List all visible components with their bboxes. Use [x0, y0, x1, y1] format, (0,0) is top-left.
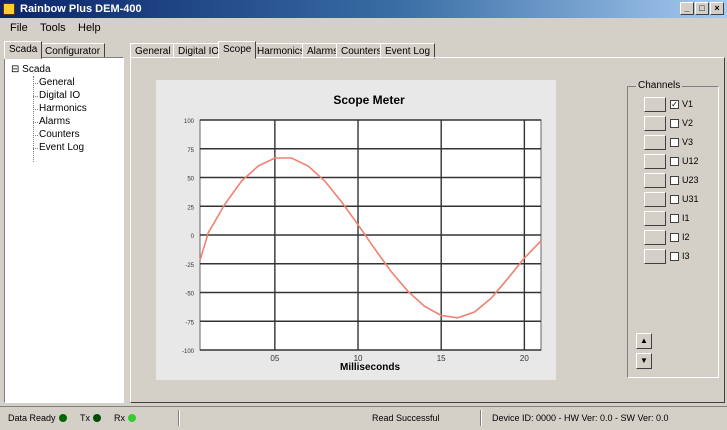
channel-color-button[interactable]	[644, 154, 666, 169]
tree-connector	[33, 76, 34, 162]
data-ready-label: Data Ready	[8, 413, 56, 423]
y-tick-label: 0	[191, 234, 195, 240]
chart-title: Scope Meter	[333, 93, 405, 107]
tree-root-label: Scada	[22, 64, 51, 75]
channel-color-button[interactable]	[644, 173, 666, 188]
x-tick-label: 20	[520, 354, 529, 363]
channel-color-button[interactable]	[644, 249, 666, 264]
tree-item-counters[interactable]: Counters	[33, 129, 80, 140]
scope-tab-body	[130, 57, 725, 403]
rx-led-icon	[128, 414, 136, 422]
status-separator	[480, 410, 482, 426]
channel-checkbox[interactable]	[670, 119, 679, 128]
menu-tools[interactable]: Tools	[40, 22, 66, 34]
status-separator	[178, 410, 180, 426]
channel-label: I1	[682, 213, 690, 223]
y-tick-label: -75	[185, 320, 194, 326]
tree-item-alarms[interactable]: Alarms	[32, 116, 71, 127]
channel-label: U31	[682, 194, 699, 204]
y-tick-label: 100	[184, 119, 195, 125]
menu-help[interactable]: Help	[78, 22, 101, 34]
menu-file[interactable]: File	[10, 22, 28, 34]
tree-root-item[interactable]: ⊟ Scada	[11, 64, 51, 75]
channel-checkbox[interactable]	[670, 214, 679, 223]
channel-color-button[interactable]	[644, 135, 666, 150]
channel-label: V3	[682, 137, 694, 147]
channels-title: Channels	[636, 80, 683, 91]
channel-color-button[interactable]	[644, 211, 666, 226]
channel-color-button[interactable]	[644, 230, 666, 245]
tab-scada[interactable]: Scada	[4, 41, 43, 59]
x-tick-label: 10	[354, 354, 363, 363]
navigation-tree: ⊟ Scada General Digital IO Harmonics Ala…	[4, 57, 124, 403]
scope-chart: Scope Meter 100 75 50 25 0 -25 -50 -75 -100 05 10…	[182, 93, 597, 373]
channel-color-button[interactable]	[644, 192, 666, 207]
rx-label: Rx	[114, 413, 125, 423]
y-tick-label: -25	[185, 263, 194, 269]
scope-chart-area: Scope Meter 100 75 50 25 0 -25 -50 -75 -100 05 10…	[156, 80, 597, 380]
y-tick-label: -50	[185, 292, 194, 298]
menu-bar: File Tools Help	[0, 19, 727, 37]
channel-label: U12	[682, 156, 699, 166]
main-panel: General Digital IO Scope Harmonics Alarm…	[130, 41, 725, 403]
status-tx: Tx	[80, 413, 101, 423]
status-data-ready: Data Ready	[8, 413, 67, 423]
tab-scope[interactable]: Scope	[218, 41, 257, 59]
status-message: Read Successful	[372, 413, 440, 423]
y-tick-label: 75	[187, 148, 194, 154]
title-bar: Rainbow Plus DEM-400 _ □ ×	[0, 0, 727, 18]
data-ready-led-icon	[58, 414, 67, 422]
channels-group: Channels ✓ V1 V2 V3 U12 U23 U31 I1 I2 I3 ▲ ▼	[627, 80, 719, 378]
x-tick-label: 15	[437, 354, 446, 363]
channel-color-button[interactable]	[644, 97, 666, 112]
channel-label: I3	[682, 251, 690, 261]
left-panel: Scada Configurator ⊟ Scada General Digit…	[4, 41, 124, 403]
tree-item-event-log[interactable]: Event Log	[32, 142, 85, 153]
channel-checkbox[interactable]	[670, 233, 679, 242]
channel-label: V2	[682, 118, 694, 128]
window-title: Rainbow Plus DEM-400	[20, 3, 142, 15]
x-axis-label: Milliseconds	[340, 362, 400, 373]
scroll-up-button[interactable]: ▲	[636, 333, 652, 349]
scroll-down-button[interactable]: ▼	[636, 353, 652, 369]
y-tick-label: 25	[187, 205, 194, 211]
maximize-button[interactable]: □	[695, 2, 709, 15]
channel-label: U23	[682, 175, 699, 185]
up-arrow-icon: ▲	[640, 336, 648, 345]
channel-checkbox[interactable]	[670, 138, 679, 147]
app-icon	[3, 3, 15, 15]
minimize-button[interactable]: _	[680, 2, 694, 15]
tree-item-harmonics[interactable]: Harmonics	[33, 103, 87, 114]
channel-checkbox[interactable]	[670, 176, 679, 185]
channel-label: V1	[682, 99, 694, 109]
tree-item-general[interactable]: General	[33, 77, 75, 88]
channel-color-button[interactable]	[644, 116, 666, 131]
y-tick-label: -100	[182, 349, 195, 355]
tab-event-log[interactable]: Event Log	[380, 43, 436, 59]
channel-label: I2	[682, 232, 690, 242]
x-tick-label: 05	[270, 354, 279, 363]
channel-checkbox[interactable]: ✓	[670, 100, 679, 109]
status-rx: Rx	[114, 413, 136, 423]
tree-item-digital-io[interactable]: Digital IO	[32, 90, 81, 101]
tx-label: Tx	[80, 413, 90, 423]
status-bar: Data Ready Tx Rx Read Successful Device …	[0, 406, 727, 430]
down-arrow-icon: ▼	[640, 356, 648, 365]
tx-led-icon	[93, 414, 101, 422]
close-button[interactable]: ×	[710, 2, 724, 15]
channel-checkbox[interactable]	[670, 157, 679, 166]
status-device-info: Device ID: 0000 - HW Ver: 0.0 - SW Ver: …	[492, 413, 669, 423]
y-tick-label: 50	[187, 177, 194, 183]
channel-checkbox[interactable]	[670, 195, 679, 204]
channel-checkbox[interactable]	[670, 252, 679, 261]
series-line-v1	[199, 157, 542, 319]
